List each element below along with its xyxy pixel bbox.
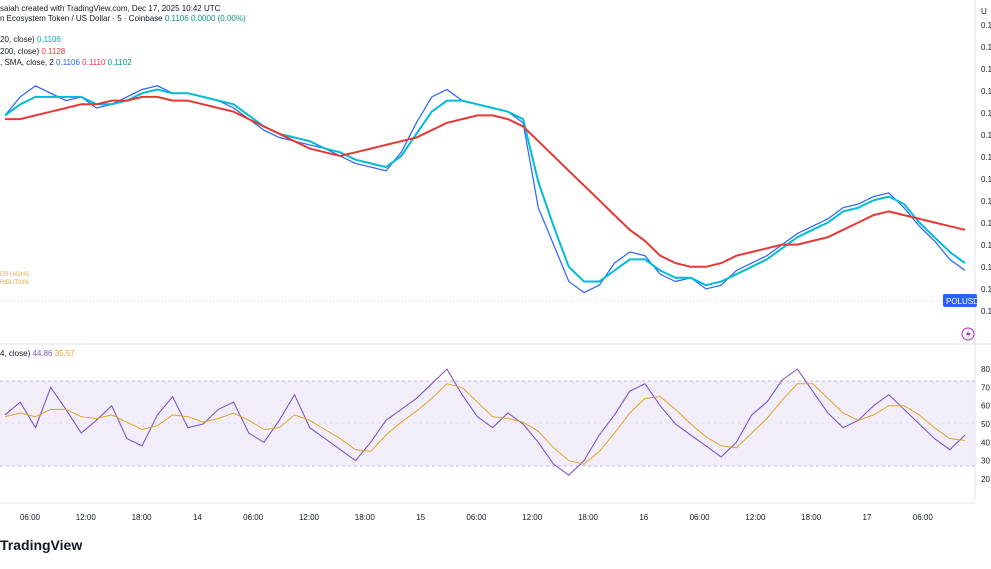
rsi-y-tick: 60 bbox=[981, 402, 990, 411]
x-tick: 06:00 bbox=[466, 513, 487, 522]
price-axis-marker: U bbox=[981, 7, 987, 16]
attribution-text: saiah created with TradingView.com, Dec … bbox=[0, 4, 221, 13]
symbol-title: n Ecosystem Token / US Dollar · 5 · Coin… bbox=[0, 14, 163, 23]
tradingview-logo[interactable]: TradingView bbox=[0, 537, 83, 553]
x-tick: 12:00 bbox=[745, 513, 766, 522]
lightning-icon-glyph bbox=[966, 329, 971, 339]
price-y-tick: 0.1 bbox=[981, 263, 991, 272]
price-y-tick: 0.1 bbox=[981, 65, 991, 74]
rsi-label: 4, close) bbox=[0, 349, 31, 358]
bb-legend[interactable]: , SMA, close, 2 0.1106 0.1110 0.1102 bbox=[0, 58, 132, 67]
bb-label: , SMA, close, 2 bbox=[0, 58, 54, 67]
faded-label-2: RIBUTION bbox=[0, 280, 29, 286]
price-y-tick: 0.1 bbox=[981, 241, 991, 250]
last-price: 0.1106 bbox=[164, 14, 189, 23]
x-tick: 06:00 bbox=[243, 513, 264, 522]
price-series-line-2 bbox=[5, 95, 966, 268]
ma-value: 0.1128 bbox=[41, 47, 66, 56]
x-tick: 12:00 bbox=[522, 513, 543, 522]
rsi-y-tick: 50 bbox=[981, 420, 990, 429]
price-y-tick: 0.1 bbox=[981, 87, 991, 96]
price-change: 0.0000 bbox=[190, 14, 216, 23]
x-tick: 06:00 bbox=[690, 513, 711, 522]
price-y-tick: 0.1 bbox=[981, 285, 991, 294]
x-tick: 18:00 bbox=[801, 513, 822, 522]
price-y-tick: 0.1 bbox=[981, 153, 991, 162]
ema-value: 0.1106 bbox=[36, 35, 61, 44]
x-tick: 18:00 bbox=[578, 513, 599, 522]
rsi-series-line-0 bbox=[4, 368, 966, 476]
price-y-tick: 0.1 bbox=[981, 131, 991, 140]
price-series-group bbox=[4, 85, 966, 294]
price-y-tick: 0.1 bbox=[981, 197, 991, 206]
price-y-tick: 0.1 bbox=[981, 219, 991, 228]
price-y-tick: 0.1 bbox=[981, 43, 991, 52]
x-tick: 06:00 bbox=[913, 513, 934, 522]
rsi-series-group bbox=[4, 368, 966, 476]
ma-label: 200, close) bbox=[0, 47, 40, 56]
price-change-pct: (0.00%) bbox=[217, 14, 246, 23]
x-tick: 06:00 bbox=[20, 513, 41, 522]
rsi-legend[interactable]: 4, close) 44.86 35.57 bbox=[0, 349, 75, 358]
lightning-icon[interactable] bbox=[961, 327, 975, 341]
price-y-tick: 0.1 bbox=[981, 175, 991, 184]
rsi-value: 44.86 bbox=[32, 349, 53, 358]
bb-value-basis: 0.1106 bbox=[56, 58, 80, 67]
x-tick: 15 bbox=[416, 513, 425, 522]
rsi-y-tick: 30 bbox=[981, 457, 990, 466]
price-y-tick: 0.1 bbox=[981, 109, 991, 118]
x-tick: 18:00 bbox=[355, 513, 376, 522]
bb-value-upper: 0.1110 bbox=[82, 58, 106, 67]
price-tag-box bbox=[943, 294, 977, 307]
x-tick: 12:00 bbox=[76, 513, 97, 522]
price-tag: POLUSD bbox=[946, 297, 979, 306]
rsi-ma-value: 35.57 bbox=[54, 349, 75, 358]
price-series-line-1 bbox=[4, 88, 966, 287]
ma-legend[interactable]: 200, close) 0.1128 bbox=[0, 47, 65, 56]
axis-labels-group: 0.1 0.1 0.1 0.1 0.1 0.1 0.1 0.1 0.1 0.1 0.1 0.1 0.1 0… bbox=[20, 7, 991, 522]
x-tick: 16 bbox=[639, 513, 648, 522]
rsi-y-tick: 70 bbox=[981, 383, 990, 392]
ema-label: 20, close) bbox=[0, 35, 35, 44]
price-y-tick: 0.1 bbox=[981, 21, 991, 30]
x-tick: 17 bbox=[863, 513, 872, 522]
x-tick: 12:00 bbox=[299, 513, 320, 522]
x-tick: 14 bbox=[193, 513, 202, 522]
ema-legend[interactable]: 20, close) 0.1106 bbox=[0, 35, 61, 44]
price-series-line-0 bbox=[4, 85, 966, 294]
price-legend[interactable]: n Ecosystem Token / US Dollar · 5 · Coin… bbox=[0, 14, 246, 23]
faded-label-1: ER HIGHS bbox=[0, 272, 30, 278]
bb-value-lower: 0.1102 bbox=[107, 58, 132, 67]
rsi-y-tick: 20 bbox=[981, 475, 990, 484]
price-y-tick: 0.1 bbox=[981, 307, 991, 316]
rsi-y-tick: 40 bbox=[981, 438, 990, 447]
rsi-series-line-1 bbox=[4, 383, 966, 465]
rsi-y-tick: 80 bbox=[981, 365, 990, 374]
x-tick: 18:00 bbox=[132, 513, 153, 522]
